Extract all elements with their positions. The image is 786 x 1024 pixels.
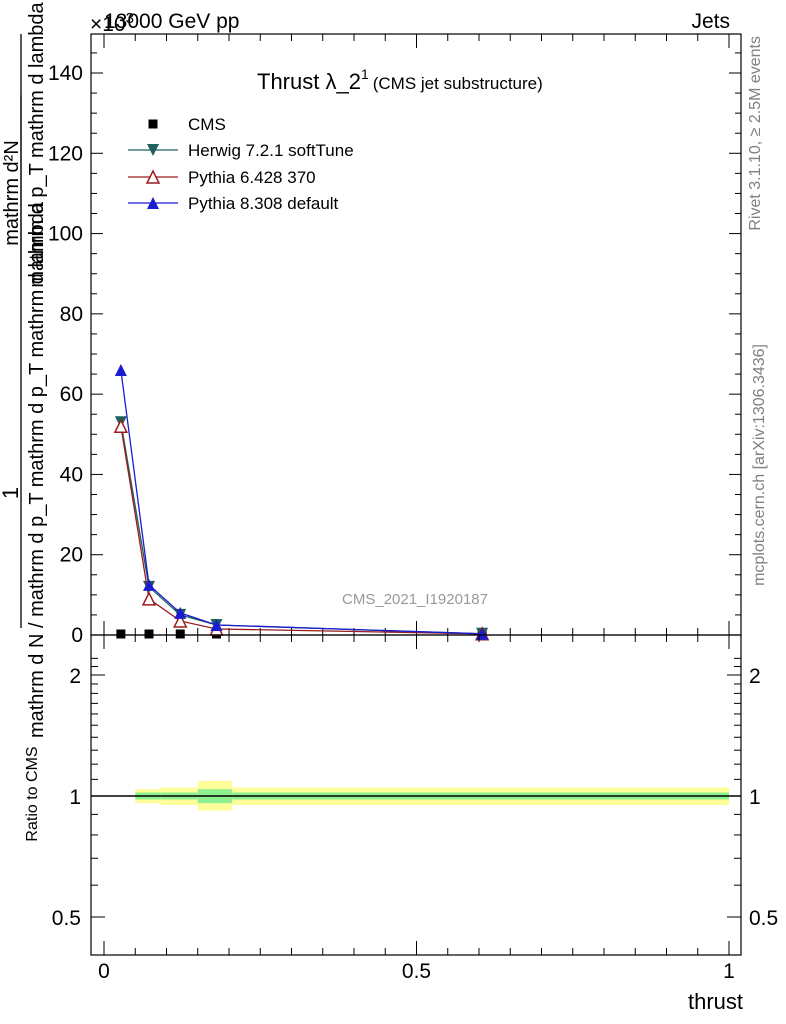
exponent-base: ×10 — [90, 13, 126, 36]
legend-item: Pythia 6.428 370 — [128, 168, 316, 187]
ratio-x-tick-label: 0.5 — [402, 960, 431, 983]
legend-item: Herwig 7.2.1 softTune — [128, 141, 354, 160]
ratio-x-tick-labels: 0 0.5 1 — [98, 960, 735, 983]
main-panel: Thrust λ_21 (CMS jet substructure) CMS_20… — [0, 1, 742, 738]
ratio-ticks — [91, 635, 741, 955]
main-y-label: 1 mathrm d N / mathrm d p_T mathrm d p_T… — [0, 1, 48, 738]
main-y-tick-label: 20 — [60, 544, 83, 567]
x-axis-label: thrust — [688, 989, 743, 1014]
legend-marker — [148, 119, 158, 129]
ratio-x-tick-label: 1 — [723, 960, 735, 983]
ratio-frame — [90, 634, 742, 956]
data-point — [116, 629, 126, 639]
plot-title-main: Thrust λ_2 — [257, 69, 361, 94]
y-label-denominator: mathrm d N / mathrm d p_T mathrm d p_T m… — [26, 201, 48, 738]
y-label-numerator: mathrm d²N — [1, 140, 23, 246]
main-y-tick-label: 100 — [48, 223, 83, 246]
data-point — [114, 364, 127, 377]
legend-label: Herwig 7.2.1 softTune — [188, 141, 354, 160]
data-point — [141, 591, 157, 606]
main-y-tick-label: 40 — [60, 463, 83, 486]
legend-marker — [147, 197, 159, 209]
ratio-y-tick-labels: 0.5 0.5 1 1 2 2 — [52, 665, 778, 930]
rivet-label: Rivet 3.1.10, ≥ 2.5M events — [747, 36, 764, 231]
ratio-y-tick-label-right: 0.5 — [749, 907, 778, 930]
ratio-y-tick-label-right: 1 — [749, 786, 761, 809]
data-point — [143, 578, 155, 591]
data-point — [210, 618, 223, 631]
data-point — [113, 418, 129, 434]
legend-marker — [147, 144, 159, 156]
legend-marker — [145, 169, 161, 184]
main-y-tick-label: 0 — [71, 624, 83, 647]
exponent-label: ×103 — [90, 10, 134, 36]
plot-title: Thrust λ_21 (CMS jet substructure) — [257, 66, 543, 94]
process-label: Jets — [691, 10, 730, 33]
main-y-tick-labels: 0 20 40 60 80 100 120 140 — [48, 62, 83, 647]
y-label-one: 1 — [0, 487, 23, 499]
legend: CMS Herwig 7.2.1 softTune Pythia 6.428 370… — [128, 115, 354, 213]
ratio-y-tick-label-left: 1 — [69, 786, 81, 809]
data-point — [175, 629, 185, 639]
ratio-y-tick-label-right: 2 — [749, 665, 761, 688]
legend-label: CMS — [188, 115, 226, 134]
main-y-tick-label: 60 — [60, 383, 83, 406]
exponent-power: 3 — [126, 10, 134, 27]
y-label-inner-denominator: mathrm d p_T mathrm d lambda — [26, 1, 48, 287]
energy-label: 13000 GeV pp — [104, 10, 239, 33]
main-y-tick-label: 80 — [60, 303, 83, 326]
ratio-panel: 0.5 0.51 12 2 0 0.5 1 Ratio to CMS thrust — [24, 634, 778, 1014]
ratio-x-tick-label: 0 — [98, 960, 110, 983]
legend-label: Pythia 8.308 default — [188, 194, 339, 213]
plot-title-sup: 1 — [361, 66, 369, 82]
data-point — [144, 629, 154, 639]
plot-subtitle: (CMS jet substructure) — [373, 74, 543, 93]
analysis-label: CMS_2021_I1920187 — [342, 591, 488, 608]
main-y-tick-label: 140 — [48, 62, 83, 85]
mcplots-label: mcplots.cern.ch [arXiv:1306.3436] — [751, 344, 768, 586]
ratio-y-tick-label-left: 2 — [69, 665, 81, 688]
main-y-tick-label: 120 — [48, 142, 83, 165]
data-point — [174, 606, 187, 619]
data-point — [173, 613, 188, 628]
legend-label: Pythia 6.428 370 — [188, 168, 316, 187]
main-series — [113, 364, 490, 641]
legend-item: CMS — [148, 115, 226, 134]
ratio-y-tick-label-left: 0.5 — [52, 907, 81, 930]
legend-item: Pythia 8.308 default — [128, 194, 339, 213]
ratio-y-label: Ratio to CMS — [24, 746, 41, 841]
